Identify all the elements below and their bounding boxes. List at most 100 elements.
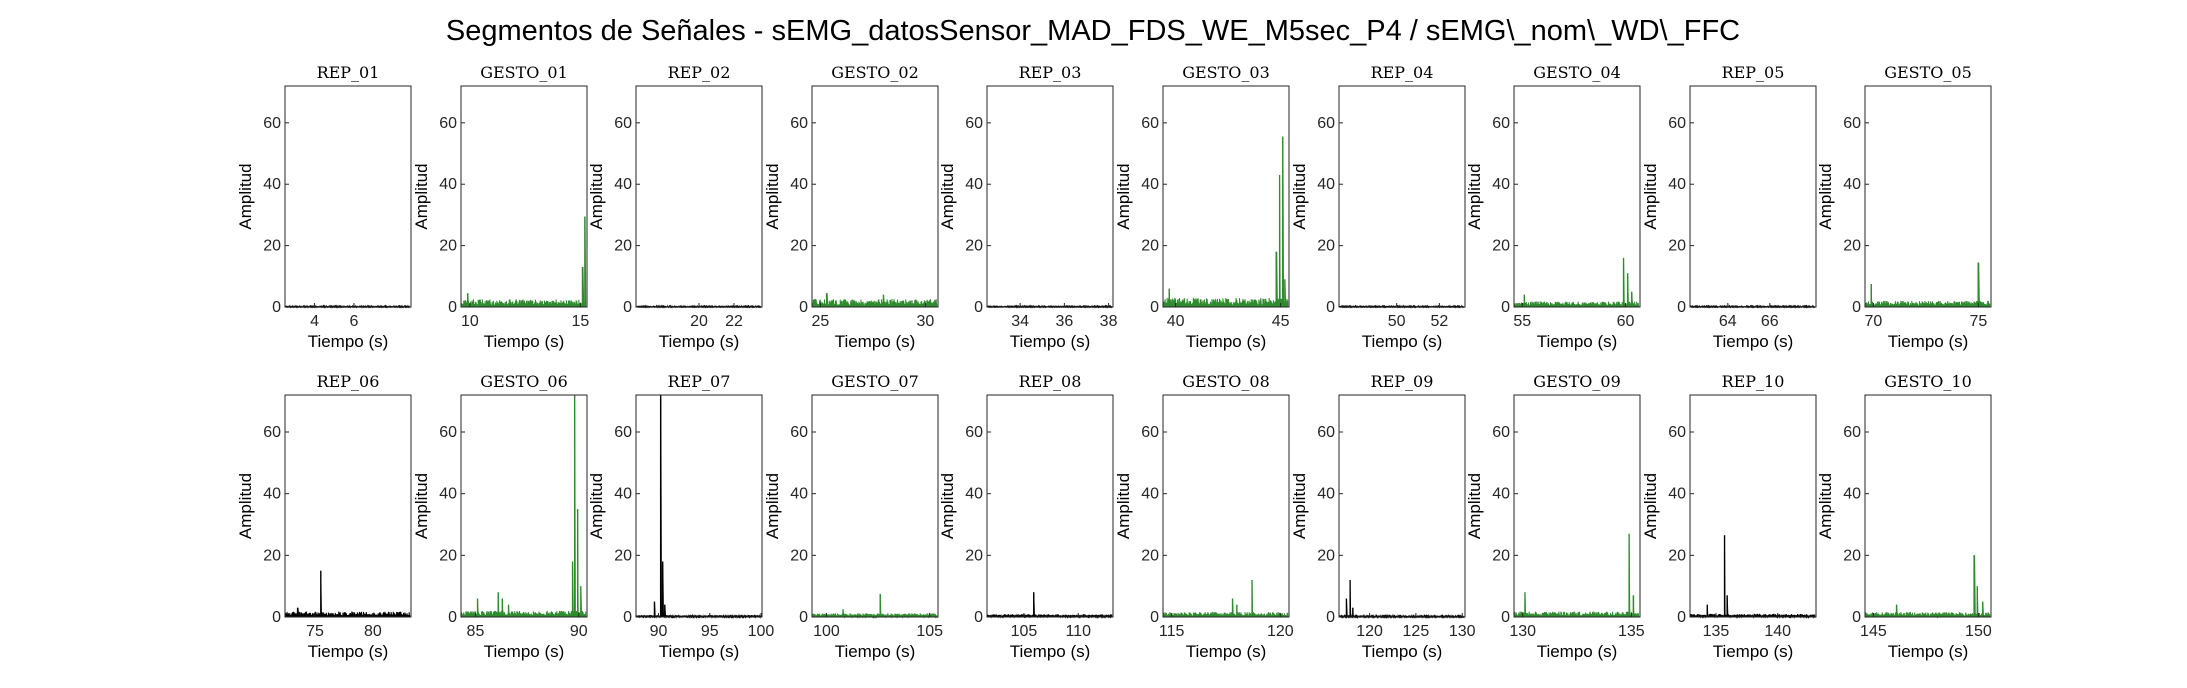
axes-box (1513, 85, 1641, 308)
x-tick-label: 80 (364, 623, 382, 640)
y-axis-label: Amplitud (1465, 163, 1484, 229)
x-axis-label: Tiempo (s) (1537, 332, 1618, 351)
y-tick-label: 20 (1492, 238, 1510, 255)
y-tick-label: 20 (1317, 238, 1335, 255)
subplot-rep-02: 0 20 40 60 20 22 REP_02 Tiempo (s) Amplitud (587, 63, 763, 351)
x-tick-label: 105 (1011, 623, 1038, 640)
x-tick-label: 140 (1764, 623, 1791, 640)
x-axis-label: Tiempo (s) (1362, 642, 1443, 661)
subplot-grid: 0 20 40 60 4 6 REP_01 Tiempo (s) Amplitud 0 20 40 60… (236, 63, 1992, 661)
x-axis-label: Tiempo (s) (484, 642, 565, 661)
subplot-title: GESTO_10 (1884, 372, 1972, 391)
axes-box (811, 85, 939, 308)
x-tick-label: 105 (916, 623, 943, 640)
x-tick-label: 22 (725, 313, 743, 330)
subplot-gesto-04: 0 20 40 60 55 60 GESTO_04 Tiempo (s) Amplitud (1465, 63, 1641, 351)
axes-box (1338, 394, 1466, 618)
subplot-rep-04: 0 20 40 60 50 52 REP_04 Tiempo (s) Amplitud (1290, 63, 1466, 351)
axes-box (1338, 85, 1466, 308)
subplot-gesto-03: 0 20 40 60 40 45 GESTO_03 Tiempo (s) Amplitud (1114, 63, 1290, 351)
y-tick-label: 20 (263, 547, 281, 564)
y-axis-label: Amplitud (1114, 163, 1133, 229)
subplot-gesto-01: 0 20 40 60 10 15 GESTO_01 Tiempo (s) Amplitud (412, 63, 589, 351)
y-axis-label: Amplitud (1290, 163, 1309, 229)
subplot-title: GESTO_05 (1884, 63, 1972, 82)
y-tick-label: 40 (790, 176, 808, 193)
y-tick-label: 40 (1317, 176, 1335, 193)
x-tick-label: 120 (1267, 623, 1294, 640)
x-tick-label: 70 (1865, 313, 1883, 330)
axes-box (460, 85, 588, 308)
subplot-title: REP_10 (1722, 372, 1785, 391)
axes-box (1864, 85, 1992, 308)
x-tick-label: 85 (467, 623, 485, 640)
y-tick-label: 60 (1668, 115, 1686, 132)
subplot-title: GESTO_02 (831, 63, 919, 82)
series-line (1339, 579, 1465, 619)
y-tick-label: 60 (1668, 424, 1686, 441)
subplot-title: REP_05 (1722, 63, 1785, 82)
x-axis-label: Tiempo (s) (1713, 332, 1794, 351)
subplot-gesto-10: 0 20 40 60 145 150 GESTO_10 Tiempo (s) Amplitud (1816, 372, 1992, 661)
y-tick-label: 20 (1668, 238, 1686, 255)
subplot-rep-06: 0 20 40 60 75 80 REP_06 Tiempo (s) Amplitud (236, 372, 412, 661)
series-line (1514, 533, 1640, 618)
axes-box (1162, 85, 1290, 308)
y-tick-label: 60 (263, 115, 281, 132)
x-tick-label: 6 (349, 313, 358, 330)
y-tick-label: 60 (1141, 115, 1159, 132)
x-tick-label: 40 (1167, 313, 1185, 330)
y-axis-label: Amplitud (412, 473, 431, 539)
subplot-gesto-06: 0 20 40 60 85 90 GESTO_06 Tiempo (s) Amplitud (412, 372, 588, 661)
y-tick-label: 60 (614, 115, 632, 132)
y-tick-label: 60 (790, 424, 808, 441)
y-tick-label: 40 (614, 486, 632, 503)
y-axis-label: Amplitud (412, 163, 431, 229)
x-tick-label: 64 (1719, 313, 1737, 330)
x-axis-label: Tiempo (s) (1362, 332, 1443, 351)
x-tick-label: 75 (1970, 313, 1988, 330)
subplot-title: REP_09 (1371, 372, 1434, 391)
x-tick-label: 120 (1356, 623, 1383, 640)
y-tick-label: 0 (1326, 299, 1335, 316)
y-tick-label: 0 (623, 609, 632, 626)
x-axis-label: Tiempo (s) (1010, 642, 1091, 661)
axes-box (1689, 394, 1817, 618)
y-tick-label: 0 (1852, 609, 1861, 626)
axes-box (284, 394, 412, 618)
y-tick-label: 0 (799, 609, 808, 626)
series-line (285, 570, 411, 618)
y-axis-label: Amplitud (763, 473, 782, 539)
x-axis-label: Tiempo (s) (659, 642, 740, 661)
x-tick-label: 130 (1509, 623, 1536, 640)
x-axis-label: Tiempo (s) (1888, 642, 1969, 661)
x-axis-label: Tiempo (s) (1888, 332, 1969, 351)
x-tick-label: 60 (1617, 313, 1635, 330)
y-tick-label: 40 (1668, 176, 1686, 193)
y-tick-label: 40 (965, 176, 983, 193)
series-line (1163, 579, 1289, 618)
y-tick-label: 60 (965, 424, 983, 441)
x-tick-label: 25 (812, 313, 830, 330)
y-tick-label: 20 (1317, 547, 1335, 564)
figure-title: Segmentos de Señales - sEMG_datosSensor_… (446, 15, 1740, 47)
axes-box (460, 394, 588, 618)
series-line (461, 216, 587, 308)
x-tick-label: 55 (1513, 313, 1531, 330)
y-tick-label: 20 (1843, 238, 1861, 255)
subplot-title: GESTO_06 (480, 372, 568, 391)
subplot-title: GESTO_01 (480, 63, 568, 82)
y-tick-label: 20 (790, 238, 808, 255)
y-tick-label: 0 (448, 609, 457, 626)
axes-box (284, 85, 412, 308)
x-tick-label: 66 (1761, 313, 1779, 330)
axes-box (1689, 85, 1817, 308)
x-tick-label: 90 (570, 623, 588, 640)
series-line (461, 394, 587, 618)
y-tick-label: 0 (1501, 609, 1510, 626)
y-tick-label: 60 (1492, 115, 1510, 132)
y-tick-label: 40 (1317, 486, 1335, 503)
y-axis-label: Amplitud (1641, 163, 1660, 229)
x-tick-label: 30 (917, 313, 935, 330)
y-axis-label: Amplitud (763, 163, 782, 229)
